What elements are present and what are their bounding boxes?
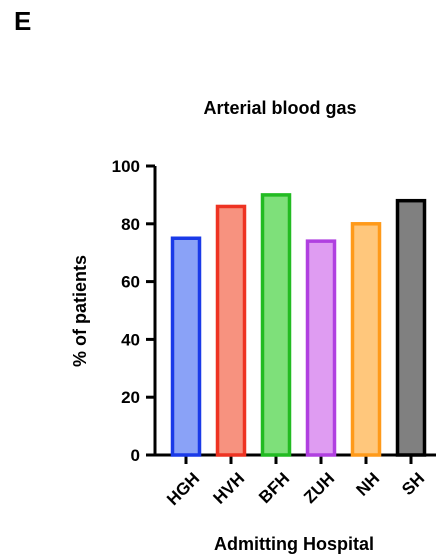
panel-letter: E [14, 6, 32, 36]
bar-nh [350, 222, 382, 457]
bars [170, 193, 427, 457]
x-tick-label: HGH [163, 469, 203, 509]
x-axis: HGH HVH BFH ZUH NH SH [155, 453, 436, 509]
bar-hvh [215, 204, 247, 457]
bar-zuh [305, 239, 337, 457]
x-tick-label: BFH [255, 469, 293, 507]
bar-sh [395, 198, 427, 457]
y-tick-label: 0 [131, 446, 140, 465]
bar-hgh [170, 236, 202, 457]
bar-bfh [260, 193, 292, 457]
y-axis: 0 20 40 60 80 100 [112, 157, 157, 465]
y-tick-label: 40 [121, 330, 140, 349]
x-axis-label: Admitting Hospital [214, 534, 374, 554]
x-tick-label: ZUH [300, 469, 338, 507]
y-tick-label: 60 [121, 273, 140, 292]
y-tick-label: 100 [112, 157, 140, 176]
y-tick-label: 20 [121, 388, 140, 407]
y-tick-label: 80 [121, 215, 140, 234]
x-tick-label: NH [353, 469, 384, 500]
y-axis-label: % of patients [70, 255, 90, 367]
x-tick-label: SH [398, 469, 428, 499]
x-tick-label: HVH [209, 469, 248, 508]
chart-title: Arterial blood gas [203, 98, 357, 118]
